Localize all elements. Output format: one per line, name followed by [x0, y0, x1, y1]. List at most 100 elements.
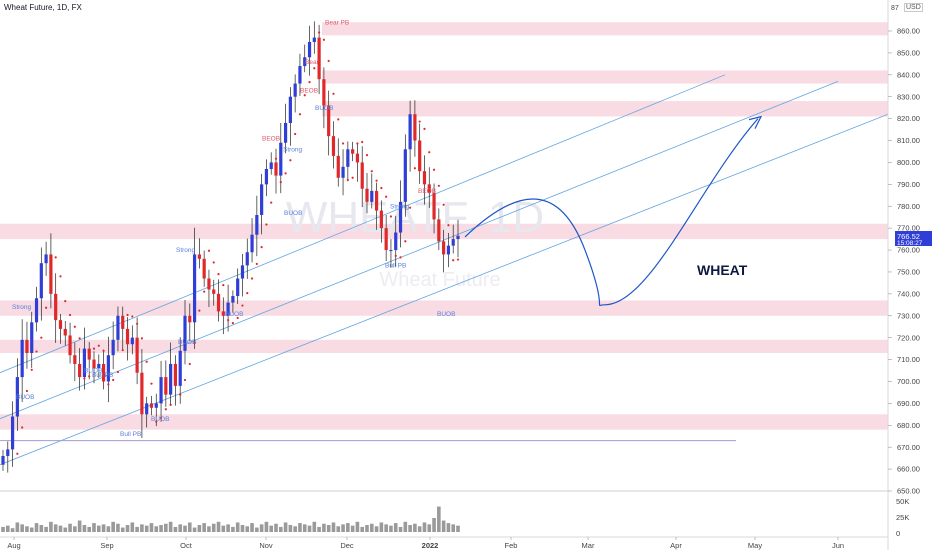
volume-bar-1 [5, 525, 10, 532]
signal-label-7: BUOB [225, 311, 243, 318]
volume-bar-23 [111, 521, 115, 532]
candles [1, 21, 460, 473]
volume-bar-27 [130, 522, 135, 532]
trail-dot-14 [68, 313, 72, 317]
candle-body-37 [178, 350, 182, 386]
candle-body-42 [202, 258, 206, 279]
signal-label-10: Strong [283, 146, 303, 153]
trail-dot-28 [136, 322, 139, 325]
time-tick-Feb: Feb [505, 541, 518, 550]
candle-body-58 [279, 142, 283, 176]
signal-label-5: BUOB [151, 416, 169, 423]
volume-bar-2 [10, 528, 15, 532]
volume-bar-83 [398, 526, 403, 532]
candle-body-45 [216, 293, 221, 312]
candle-body-95 [456, 235, 460, 240]
trail-dot-35 [169, 403, 172, 406]
zone-1 [322, 70, 888, 84]
volume-bar-35 [168, 521, 173, 532]
trail-dot-67 [322, 38, 325, 41]
trail-dot-52 [250, 277, 254, 280]
candle-body-56 [269, 162, 273, 169]
price-tick-800: 800.00 [897, 158, 920, 167]
trail-dot-74 [356, 142, 359, 145]
volume-bar-20 [96, 525, 101, 532]
price-axis-background [888, 0, 932, 550]
zone-3 [0, 223, 888, 240]
trail-dot-17 [83, 377, 86, 380]
price-tick-730: 730.00 [897, 311, 920, 320]
time-tick-Mar: Mar [582, 541, 595, 550]
volume-bar-59 [283, 522, 288, 532]
candle-body-57 [274, 162, 278, 176]
trail-dot-15 [73, 325, 76, 328]
candle-body-7 [34, 298, 39, 323]
time-tick-Dec: Dec [340, 541, 354, 550]
trail-dot-88 [423, 127, 426, 130]
trail-dot-49 [236, 316, 239, 320]
candle-body-43 [207, 278, 211, 290]
trail-dot-40 [193, 341, 196, 344]
candle-body-24 [116, 315, 120, 340]
price-axis[interactable]: 650.00 660.00 670.00 680.00 690.00 700.00 710.… [888, 27, 920, 496]
corner-tick-holder: 87 [891, 5, 899, 12]
candle-body-92 [442, 241, 446, 255]
trail-dot-39 [188, 362, 191, 366]
volume-bar-48 [231, 526, 235, 532]
signal-label-3: Bull PB [92, 372, 113, 379]
symbol-title[interactable]: Wheat Future, 1D, FX [4, 3, 82, 12]
trail-dot-37 [179, 393, 182, 396]
trail-dot-73 [351, 176, 354, 179]
volume-bar-38 [183, 525, 187, 532]
price-tick-790: 790.00 [897, 180, 920, 189]
trail-dot-30 [145, 360, 148, 363]
trail-dot-62 [298, 113, 302, 116]
channel-line-0 [0, 74, 726, 374]
volume-bar-94 [451, 524, 456, 532]
trail-dot-8 [40, 336, 43, 339]
trail-dot-3 [16, 452, 19, 455]
candle-body-49 [236, 278, 240, 297]
candle-body-29 [140, 372, 144, 415]
projection-curve [464, 118, 759, 307]
candle-body-46 [221, 311, 225, 316]
signal-label-2: BUOB [84, 368, 102, 375]
zone-5 [0, 339, 888, 353]
price-tick-840: 840.00 [897, 70, 920, 79]
volume-bar-68 [326, 525, 331, 532]
volume-bar-32 [154, 526, 159, 532]
candle-body-39 [188, 315, 192, 323]
time-axis[interactable]: Aug Sep Oct Nov Dec 2022 Feb Mar Apr May Jun [7, 537, 844, 550]
price-tick-680: 680.00 [897, 421, 920, 430]
price-tick-860: 860.00 [897, 27, 920, 36]
trail-dot-59 [284, 172, 287, 175]
volume-bar-75 [360, 526, 365, 532]
volume-bar-47 [226, 524, 230, 532]
candle-body-62 [298, 66, 302, 84]
trail-dot-92 [442, 203, 445, 206]
time-tick-Apr: Apr [670, 541, 682, 550]
volume-bar-39 [187, 522, 192, 532]
trail-dot-41 [198, 309, 201, 312]
trail-dot-63 [303, 94, 306, 97]
candle-body-78 [374, 190, 379, 211]
zone-0 [322, 22, 888, 36]
candle-body-5 [25, 339, 29, 353]
candle-body-31 [149, 403, 154, 408]
trail-dot-55 [265, 223, 268, 226]
volume-bar-29 [140, 524, 144, 532]
trail-dot-6 [30, 368, 33, 371]
volume-bar-46 [221, 525, 226, 532]
trail-dot-24 [116, 370, 120, 374]
candle-body-48 [231, 296, 235, 303]
volume-bar-60 [288, 525, 293, 532]
trail-dot-26 [126, 313, 129, 317]
candle-body-73 [351, 149, 355, 154]
signal-label-17: Bull PB [385, 263, 406, 270]
candle-body-16 [78, 363, 82, 378]
volume-bar-24 [116, 523, 120, 532]
trail-dot-43 [207, 249, 211, 252]
currency-badge[interactable]: USD [904, 3, 923, 12]
